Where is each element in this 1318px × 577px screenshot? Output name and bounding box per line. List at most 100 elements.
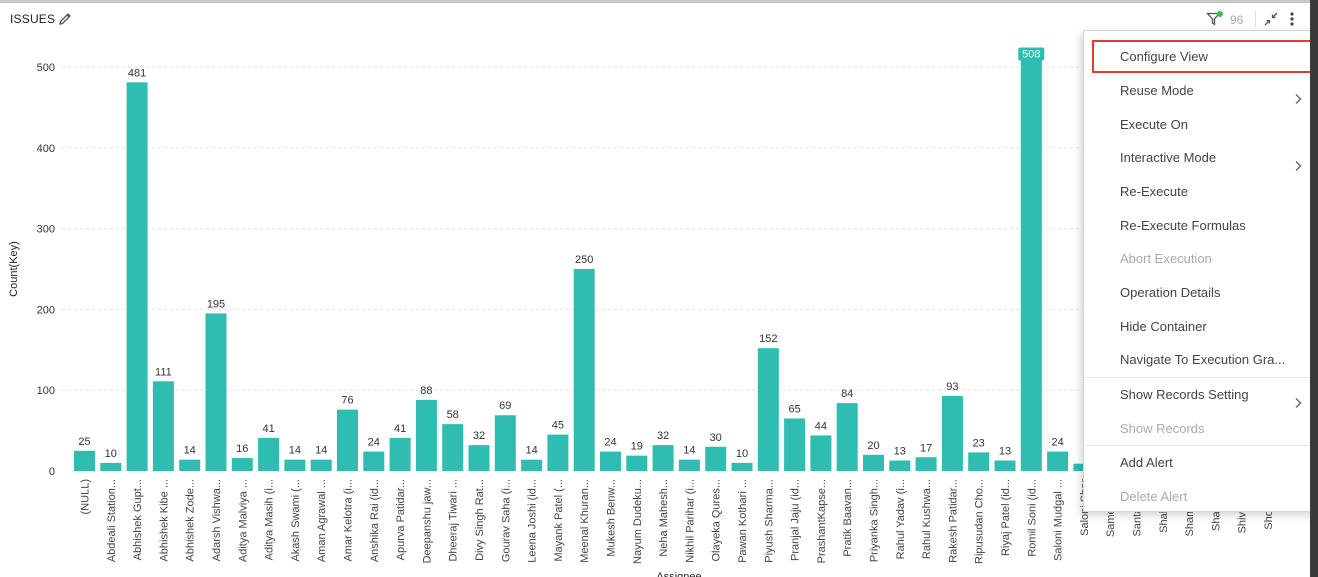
chart-bar xyxy=(442,424,464,471)
highlighted-label-badge xyxy=(1018,47,1045,61)
bar-value-label: 41 xyxy=(394,423,406,435)
x-tick-label: Pranjal Jaju (id... xyxy=(790,479,802,561)
chart-bar xyxy=(652,445,674,471)
menu-item-show-records-setting[interactable]: Show Records Setting xyxy=(1084,378,1316,411)
bar-value-label: 14 xyxy=(525,445,537,457)
bar-value-label: 93 xyxy=(946,381,958,393)
menu-item-label: Navigate To Execution Gra... xyxy=(1120,352,1286,367)
chart-bar xyxy=(757,348,779,471)
menu-item-label: Operation Details xyxy=(1120,285,1221,300)
chart-bar xyxy=(231,458,253,471)
menu-item-re-execute[interactable]: Re-Execute xyxy=(1084,175,1316,208)
x-tick-label: Dheeraj Tiwari ... xyxy=(448,479,460,562)
menu-item-re-execute-formulas[interactable]: Re-Execute Formulas xyxy=(1084,209,1316,242)
chart-bar xyxy=(179,459,201,471)
bar-value-label: 24 xyxy=(368,437,380,449)
chart-bar xyxy=(600,451,621,471)
chart-bar xyxy=(310,459,332,471)
menu-item-configure-view[interactable]: Configure View xyxy=(1092,40,1314,73)
bar-value-label: 13 xyxy=(999,445,1011,457)
x-tick-label: Deepanshu jaw... xyxy=(421,479,433,563)
x-axis-title: Assignee xyxy=(656,571,701,577)
bar-value-label: 24 xyxy=(1051,437,1063,449)
chevron-right-icon xyxy=(1292,84,1304,104)
menu-item-add-alert[interactable]: Add Alert xyxy=(1084,446,1316,479)
x-tick-label: Adarsh Vishwa... xyxy=(211,479,223,561)
top-border xyxy=(0,0,1318,3)
chart-bar xyxy=(863,454,884,471)
x-tick-label: Rahul Yadav (i... xyxy=(895,479,907,559)
x-tick-label: Meenal Khuran... xyxy=(579,479,591,563)
menu-item-label: Delete Alert xyxy=(1120,489,1188,504)
bar-value-label: 17 xyxy=(920,442,932,454)
menu-item-interactive-mode[interactable]: Interactive Mode xyxy=(1084,141,1316,174)
bar-value-label: 10 xyxy=(736,448,748,460)
x-tick-label: Mukesh Benw... xyxy=(606,479,618,557)
x-tick-label: Abhishek Zode... xyxy=(185,479,197,562)
chart-bar xyxy=(1020,60,1042,471)
bar-value-label: 152 xyxy=(759,333,777,345)
bar-value-label: 195 xyxy=(207,298,225,310)
bar-value-label: 508 xyxy=(1022,49,1040,61)
menu-item-label: Abort Execution xyxy=(1120,251,1212,266)
chart-bar xyxy=(152,381,174,471)
chart-bar xyxy=(994,460,1016,471)
x-tick-label: Gourav Saha (i... xyxy=(500,479,512,562)
x-tick-label: Divy Singh Rat... xyxy=(474,479,486,561)
menu-item-operation-details[interactable]: Operation Details xyxy=(1084,276,1316,309)
x-tick-label: Pawan Kothari ... xyxy=(737,479,749,563)
chart-bar xyxy=(74,450,95,471)
chart-bar xyxy=(468,445,490,471)
menu-item-reuse-mode[interactable]: Reuse Mode xyxy=(1084,74,1316,107)
x-tick-label: Romil Soni (id... xyxy=(1026,479,1038,557)
bar-value-label: 41 xyxy=(262,423,274,435)
menu-item-show-records: Show Records xyxy=(1084,412,1316,445)
edit-icon[interactable] xyxy=(57,11,73,27)
bar-value-label: 30 xyxy=(710,432,722,444)
chart-bar xyxy=(205,313,227,471)
header-divider xyxy=(1255,11,1256,27)
x-tick-label: Priyanka Singh... xyxy=(869,479,881,562)
bar-value-label: 25 xyxy=(78,436,90,448)
x-tick-label: Neha Mahesh... xyxy=(658,479,670,557)
chart-bar xyxy=(731,462,753,471)
x-tick-label: Leena Joshi (id... xyxy=(527,479,539,563)
collapse-icon[interactable] xyxy=(1263,11,1279,27)
chart-bar xyxy=(100,462,122,471)
menu-item-hide-container[interactable]: Hide Container xyxy=(1084,310,1316,343)
bar-value-label: 58 xyxy=(447,409,459,421)
x-tick-label: Anshika Rai (id... xyxy=(369,479,381,562)
chart-bar xyxy=(626,455,648,471)
bar-value-label: 111 xyxy=(155,366,172,378)
context-menu: Configure View Reuse Mode Execute On Intera… xyxy=(1083,30,1317,512)
chart-bar xyxy=(915,457,937,471)
y-tick-label: 400 xyxy=(37,143,55,155)
bar-value-label: 32 xyxy=(657,430,669,442)
bar-value-label: 84 xyxy=(841,388,853,400)
menu-item-navigate-to-execution-gra[interactable]: Navigate To Execution Gra... xyxy=(1084,343,1316,376)
bar-value-label: 14 xyxy=(184,445,196,457)
x-tick-label: Olayeka Qures... xyxy=(711,479,723,562)
bar-value-label: 250 xyxy=(575,254,593,266)
chart-bar xyxy=(494,415,516,471)
bar-value-label: 20 xyxy=(867,440,879,452)
x-tick-label: Abhishek Gupt... xyxy=(132,479,144,560)
x-tick-label: Nikhil Parihar (i... xyxy=(684,479,696,563)
chart-bar xyxy=(678,459,700,471)
bar-value-label: 23 xyxy=(973,437,985,449)
chart-bar xyxy=(126,82,148,472)
bar-value-label: 76 xyxy=(341,395,353,407)
x-tick-label: Aman Agrawal ... xyxy=(316,479,328,562)
x-tick-label: Aditya Malviya ... xyxy=(237,479,249,562)
menu-item-execute-on[interactable]: Execute On xyxy=(1084,108,1316,141)
menu-separator xyxy=(1084,445,1316,446)
menu-item-label: Re-Execute xyxy=(1120,184,1188,199)
menu-item-label: Add Alert xyxy=(1120,455,1173,470)
bar-value-label: 16 xyxy=(236,443,248,455)
x-tick-label: Abhishek Kibe ... xyxy=(158,479,170,562)
chart-bar xyxy=(784,418,806,471)
filter-active-dot xyxy=(1217,11,1223,17)
y-tick-label: 100 xyxy=(37,385,55,397)
kebab-icon[interactable] xyxy=(1284,10,1300,28)
x-tick-label: Rakesh Patidar... xyxy=(947,479,959,563)
